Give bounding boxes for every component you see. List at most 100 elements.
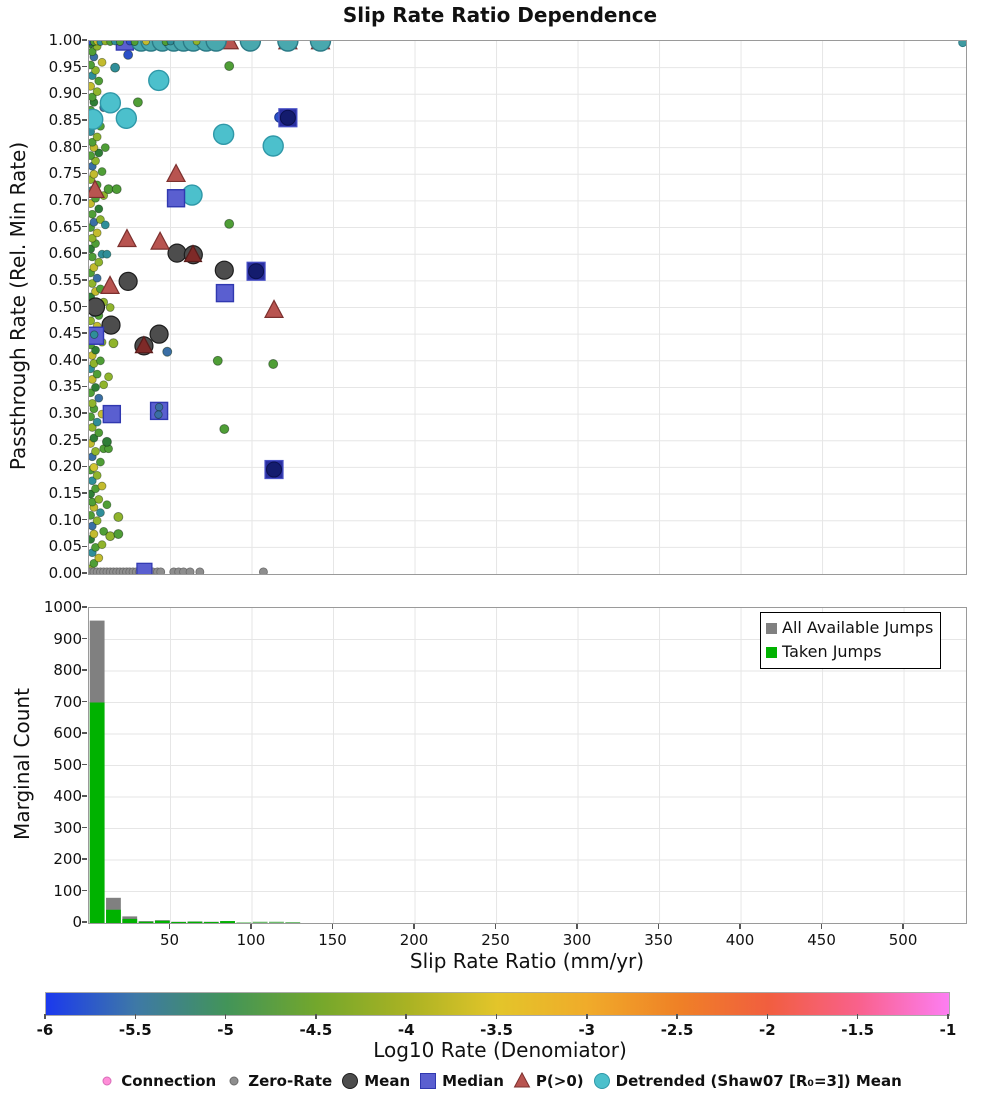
legend-marker [513, 1072, 531, 1088]
scatter-y-tick-label: 0.05 [48, 537, 82, 556]
point-connections [91, 65, 100, 75]
point-strays [108, 338, 119, 349]
scatter-y-tick-label: 0.90 [48, 84, 82, 103]
scatter-y-tickmark [82, 492, 87, 494]
point-connections [94, 428, 104, 438]
bar-taken-jumps [89, 702, 105, 923]
bar-taken-jumps [187, 921, 203, 923]
zero-rate-icon [229, 1076, 239, 1086]
point-top-edge-dots [116, 41, 124, 46]
point-detrended-top-row [309, 41, 332, 52]
hist-x-tick-label: 50 [159, 931, 180, 949]
point-median-overlay-dots [154, 402, 164, 412]
point-connections [89, 433, 99, 443]
scatter-y-tick-label: 0.15 [48, 484, 82, 503]
p-0--icon [513, 1072, 531, 1088]
hist-x-tickmark [820, 924, 823, 929]
point-connections [89, 209, 97, 219]
hist-y-tickmark [82, 795, 87, 797]
scatter-y-tickmark [82, 119, 87, 121]
point-connections [89, 92, 97, 102]
hist-x-tickmark [494, 924, 497, 929]
hist-x-tickmark [250, 924, 252, 929]
hist-x-tick-label: 400 [725, 931, 755, 949]
point-connections [94, 393, 104, 403]
colorbar-tickmark [495, 1014, 498, 1019]
point-connections [92, 87, 102, 97]
colorbar-tick-label: -3 [578, 1021, 596, 1039]
scatter-y-tickmark [82, 225, 87, 228]
bar-taken-jumps [138, 921, 154, 923]
point-connections [89, 375, 97, 384]
point-connections [104, 372, 113, 382]
legend-marker [229, 1076, 239, 1086]
colorbar-tick-label: -2 [759, 1021, 776, 1039]
scatter-y-tick-label: 0.25 [48, 430, 82, 449]
scatter-y-tick-label: 0.30 [48, 404, 82, 423]
hist-x-tick-label: 150 [318, 931, 347, 949]
hist-y-tickmark [82, 889, 87, 892]
hist-x-tickmark [657, 924, 660, 929]
point-mean [101, 315, 121, 335]
scatter-y-tick-label: 0.00 [48, 564, 82, 582]
point-mean-navy [266, 461, 283, 478]
point-connections [91, 383, 100, 392]
point-top-edge-dots [130, 41, 139, 46]
bar-taken-jumps [203, 922, 219, 923]
point-connections [100, 220, 110, 230]
point-connections [89, 529, 99, 539]
point-top-edge-dots [142, 41, 150, 46]
hist-x-tickmark [902, 924, 904, 929]
point-connections [89, 510, 96, 520]
point-strays [162, 346, 173, 357]
scatter-y-tickmark [82, 65, 87, 68]
hist-y-tick-label: 500 [53, 755, 82, 774]
point-p-greater-zero [264, 299, 285, 318]
hist-y-tickmark [82, 669, 87, 671]
hist-x-tickmark [168, 924, 171, 929]
bar-all-jumps [252, 921, 268, 923]
point-zero-rate [185, 567, 195, 574]
point-detrended-mean [148, 69, 170, 92]
point-connections [94, 148, 104, 158]
point-connections [100, 143, 110, 152]
hist-x-tick-label: 350 [644, 931, 673, 949]
scatter-y-tick-label: 0.40 [48, 350, 82, 369]
point-connections [92, 132, 102, 142]
colorbar-tick-label: -3.5 [480, 1021, 513, 1039]
marker-legend: Connection Zero-Rate Mean Median P(>0) Detren… [0, 1072, 1000, 1090]
colorbar-tickmark [856, 1014, 859, 1019]
point-connections [94, 76, 104, 86]
point-connections [89, 263, 99, 272]
hist-x-tickmark [739, 924, 741, 929]
hist-y-tick-label: 0 [72, 913, 82, 931]
point-median-overlay-dots [154, 410, 163, 419]
point-median [166, 189, 186, 208]
colorbar-tickmark [44, 1014, 46, 1019]
colorbar-tick-label: -2.5 [660, 1021, 694, 1039]
point-strays [212, 355, 223, 366]
point-strays [224, 218, 235, 229]
point-mean [167, 243, 187, 263]
histogram-legend-item: All Available Jumps [766, 616, 933, 640]
scatter-y-tickmark [82, 199, 87, 201]
marker-legend-label: P(>0) [535, 1072, 584, 1090]
scatter-y-tick-label: 0.20 [48, 457, 82, 476]
scatter-y-tick-label: 0.85 [48, 110, 82, 129]
x-axis-label: Slip Rate Ratio (mm/yr) [409, 949, 645, 973]
mean-icon [342, 1073, 359, 1089]
hist-x-tick-label: 300 [562, 931, 592, 949]
point-strays [103, 184, 114, 195]
scatter-y-tick-label: 0.35 [48, 377, 82, 396]
scatter-y-axis-label: Passthrough Rate (Rel. Min Rate) [6, 141, 30, 471]
legend-marker [593, 1073, 610, 1089]
point-strays [113, 529, 124, 539]
bar-taken-jumps [252, 921, 268, 923]
median-icon [420, 1073, 437, 1089]
point-strays [101, 436, 112, 447]
legend-label: All Available Jumps [782, 618, 934, 637]
point-connections [96, 215, 105, 224]
scatter-y-tick-label: 0.65 [48, 217, 82, 236]
scatter-y-tickmark [82, 412, 87, 414]
